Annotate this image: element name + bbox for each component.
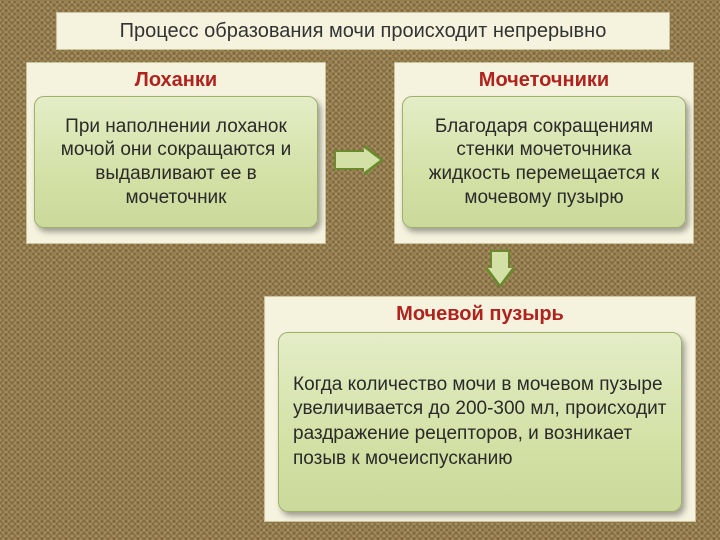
card-left: При наполнении лоханок мочой они сокраща…	[34, 96, 318, 228]
arrow-down-icon	[490, 250, 510, 270]
title-bar: Процесс образования мочи происходит непр…	[56, 12, 670, 50]
card-bottom: Когда количество мочи в мочевом пузыре у…	[278, 332, 682, 512]
card-right: Благодаря сокращениям стенки мочеточника…	[402, 96, 686, 228]
panel-right-header: Мочеточники	[395, 63, 693, 92]
panel-bottom-header: Мочевой пузырь	[265, 297, 695, 326]
card-bottom-text: Когда количество мочи в мочевом пузыре у…	[293, 373, 667, 472]
arrow-right-icon	[334, 150, 366, 170]
card-left-text: При наполнении лоханок мочой они сокраща…	[49, 115, 303, 210]
title-text: Процесс образования мочи происходит непр…	[120, 20, 607, 43]
panel-left-header: Лоханки	[27, 63, 325, 92]
card-right-text: Благодаря сокращениям стенки мочеточника…	[417, 115, 671, 210]
